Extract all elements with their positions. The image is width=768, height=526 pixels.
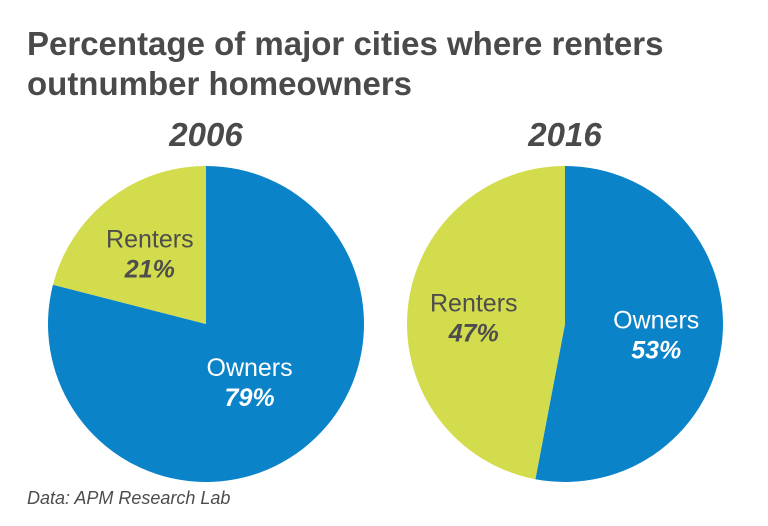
pie-slice-renters: [52, 166, 206, 324]
source-note: Data: APM Research Lab: [27, 488, 231, 508]
slice-label-owners: Owners: [613, 307, 699, 335]
pie-slice-renters: [406, 166, 565, 480]
pie-title: 2006: [169, 116, 243, 153]
slice-value-renters: 47%: [448, 319, 499, 347]
pie-chart-2006: 2006 Owners 79% Renters 21%: [36, 116, 376, 486]
chart-title: Percentage of major cities where renters…: [27, 25, 664, 102]
pie-title: 2016: [528, 116, 602, 153]
slice-value-renters: 21%: [124, 256, 175, 284]
slice-label-renters: Renters: [106, 226, 194, 254]
slice-label-renters: Renters: [430, 289, 518, 317]
slice-value-owners: 79%: [225, 384, 275, 412]
pie-slice-owners: [535, 166, 723, 482]
slice-value-owners: 53%: [631, 337, 681, 365]
pie-chart-2016: 2016 Owners 53% Renters 47%: [395, 116, 735, 486]
slice-label-owners: Owners: [207, 354, 293, 382]
